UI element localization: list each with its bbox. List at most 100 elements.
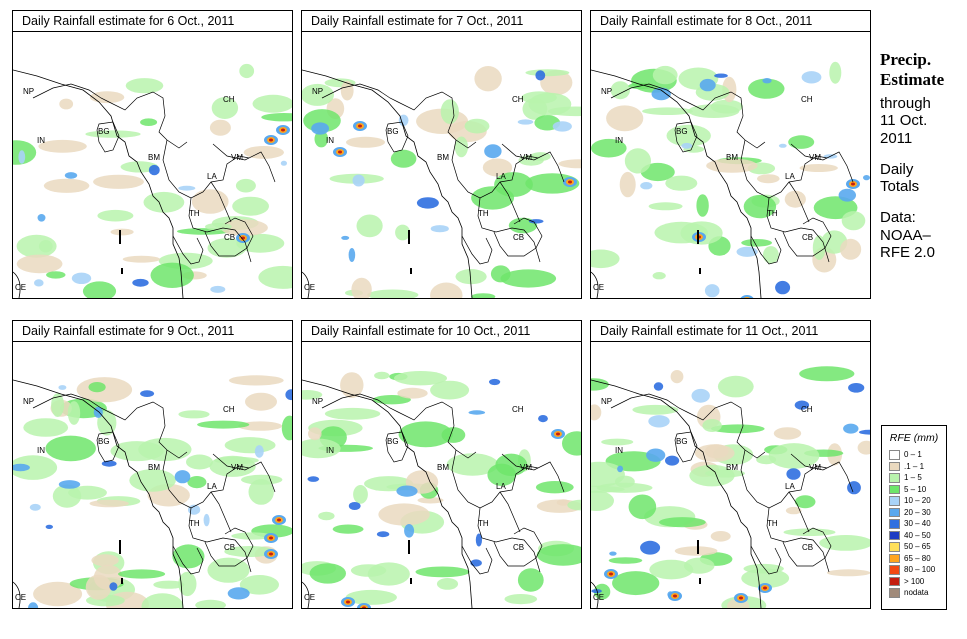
rain-patch [228,375,284,386]
rain-patch [340,372,364,398]
country-label-np: NP [312,87,323,96]
country-border [451,449,539,509]
legend-label: 80 – 100 [904,565,936,574]
storm-peak [358,124,362,128]
heading-line-1: Precip. [880,50,932,69]
heavy-rain-patch [538,415,548,423]
country-border [788,181,810,223]
andaman-islands [697,230,699,244]
country-label-la: LA [207,482,217,491]
panel-title: Daily Rainfall estimate for 10 Oct., 201… [301,320,582,342]
rain-patch [610,81,630,100]
rain-patch [591,378,609,391]
rain-patch [351,277,372,298]
rain-patch [517,568,544,592]
heavy-rain-patch [714,73,728,78]
heavy-rain-patch [188,504,201,515]
rain-patch [841,211,866,231]
rain-patch [441,427,466,443]
rain-patch [455,269,487,285]
country-label-cb: CB [513,543,524,552]
legend-entry: 0 – 1 [882,449,946,461]
rain-patch [33,581,83,607]
rain-patch [309,563,346,584]
heavy-rain-patch [470,559,482,567]
rain-patch [826,569,870,577]
rain-patch [46,271,66,279]
country-border [385,121,409,153]
country-border [172,235,204,265]
panel-title: Daily Rainfall estimate for 6 Oct., 2011 [12,10,293,32]
date-line-1: 11 Oct. [880,112,928,130]
heavy-rain-patch [148,164,160,176]
map-svg: NP CH IN BG BM VM LA TH CB CE [302,371,581,608]
rain-patch [395,224,411,241]
country-label-ch: CH [512,95,524,104]
rain-patch [440,99,459,124]
heavy-rain-patch [29,503,41,511]
legend-label: 40 – 50 [904,530,931,540]
rain-patch [773,427,802,440]
rain-patch [717,375,754,398]
rain-patch [535,481,574,494]
heavy-rain-patch [762,78,772,84]
country-label-la: LA [785,172,795,181]
rain-patch [302,438,341,459]
country-border [461,545,493,575]
heavy-rain-patch [132,278,149,287]
rain-patch [88,382,106,393]
rainfall-map-panel-oct-10: Daily Rainfall estimate for 10 Oct., 201… [301,320,582,609]
heavy-rain-patch [307,476,320,482]
country-label-vm: VM [520,153,532,162]
country-label-bg: BG [676,437,688,446]
rainfall-map-panel-oct-06: Daily Rainfall estimate for 6 Oct., 2011… [12,10,293,299]
heavy-rain-patch [648,415,670,428]
rain-patch [591,404,602,421]
legend-entry: .1 – 1 [882,461,946,473]
rainfall-field [302,66,581,298]
heavy-rain-patch [535,70,546,81]
coastline-sri-lanka [591,271,599,298]
rain-patch [591,138,627,158]
country-label-np: NP [601,87,612,96]
heavy-rain-patch [341,235,350,240]
country-label-la: LA [207,172,217,181]
legend-label: 65 – 80 [904,553,931,563]
rain-patch [652,65,678,85]
rain-patch [187,476,207,489]
rainfall-field [13,375,292,608]
country-border [790,453,854,493]
rain-patch [220,219,268,236]
rain-patch [474,66,502,92]
rain-patch [13,140,37,165]
heavy-rain-patch [203,513,210,527]
rain-patch [840,238,862,260]
heavy-rain-patch [552,121,572,132]
rain-patch [612,571,660,596]
storm-peak [609,572,613,576]
rain-patch [122,255,161,263]
heavy-rain-patch [64,172,78,179]
rain-patch [324,407,381,420]
rain-patch [398,421,453,448]
coastline [591,69,762,298]
country-border [96,121,120,153]
country-border [766,197,830,263]
country-label-cb: CB [802,233,813,242]
rain-patch [694,444,735,462]
heavy-rain-patch [609,551,617,556]
heavy-rain-patch [838,188,856,202]
country-border [477,197,541,263]
rain-patch [696,194,709,217]
rain-patch [562,431,581,456]
map-svg: NP CH IN BG BM VM LA TH CB CE [591,61,870,298]
legend-entry: 20 – 30 [882,507,946,519]
legend-swatch [889,565,900,575]
rain-patch [172,544,205,569]
storm-peak [763,586,767,590]
country-label-bg: BG [387,127,399,136]
rain-patch [430,380,470,400]
coastline [13,69,184,298]
country-label-ce: CE [15,283,26,292]
country-border [210,181,232,223]
